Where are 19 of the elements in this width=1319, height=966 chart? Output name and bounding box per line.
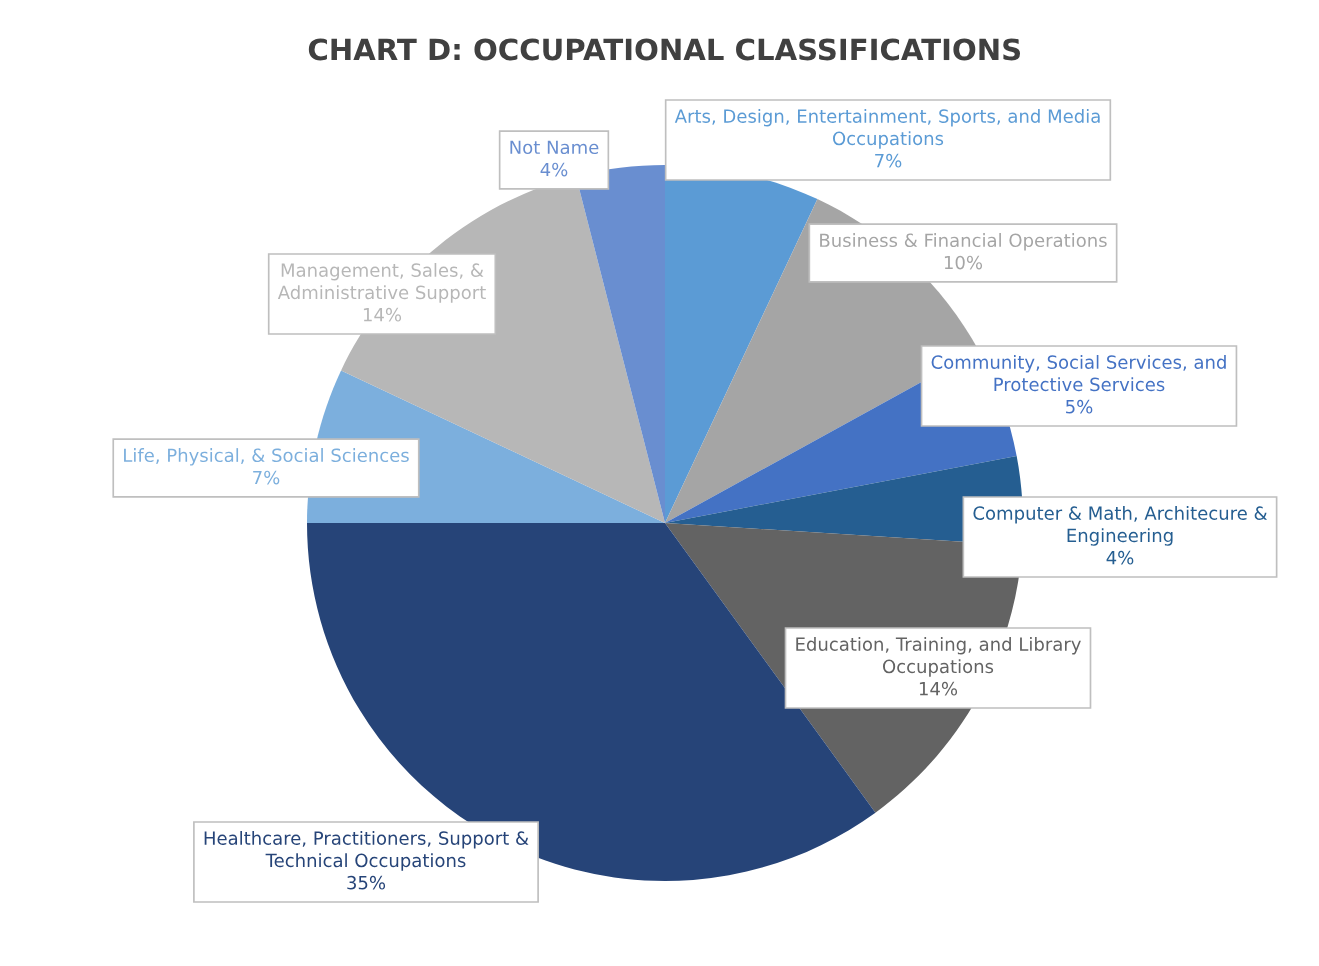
slice-label: Education, Training, and Library Occupations bbox=[796, 636, 1081, 677]
slice-label: Computer & Math, Architecure & Engineering bbox=[973, 505, 1268, 546]
slice-label: Business & Financial Operations bbox=[820, 233, 1107, 251]
slice-label: Community, Social Services, and Protective Services bbox=[931, 354, 1226, 392]
data-label: 14% bbox=[919, 681, 958, 696]
data-label: 35% bbox=[347, 875, 386, 890]
chart-title: CHART D: OCCUPATIONAL CLASSIFICATIONS bbox=[308, 38, 1021, 61]
data-label: 5% bbox=[1066, 399, 1093, 414]
slice-label: Arts, Design, Entertainment, Sports, and Media Occupations bbox=[674, 108, 1100, 149]
data-label: 4% bbox=[1106, 550, 1134, 565]
data-label: 14% bbox=[363, 307, 402, 322]
data-label: 7% bbox=[875, 153, 902, 168]
slice-label: Not Name bbox=[510, 140, 599, 155]
data-label: 7% bbox=[253, 470, 280, 485]
data-label: 4% bbox=[540, 162, 568, 177]
slice-label: Life, Physical, & Social Sciences bbox=[124, 448, 409, 466]
slice-label: Healthcare, Practitioners, Support & Technical Occupations bbox=[204, 830, 529, 871]
slice-label: Management, Sales, & Administrative Support bbox=[277, 262, 486, 303]
data-label: 10% bbox=[944, 255, 983, 270]
